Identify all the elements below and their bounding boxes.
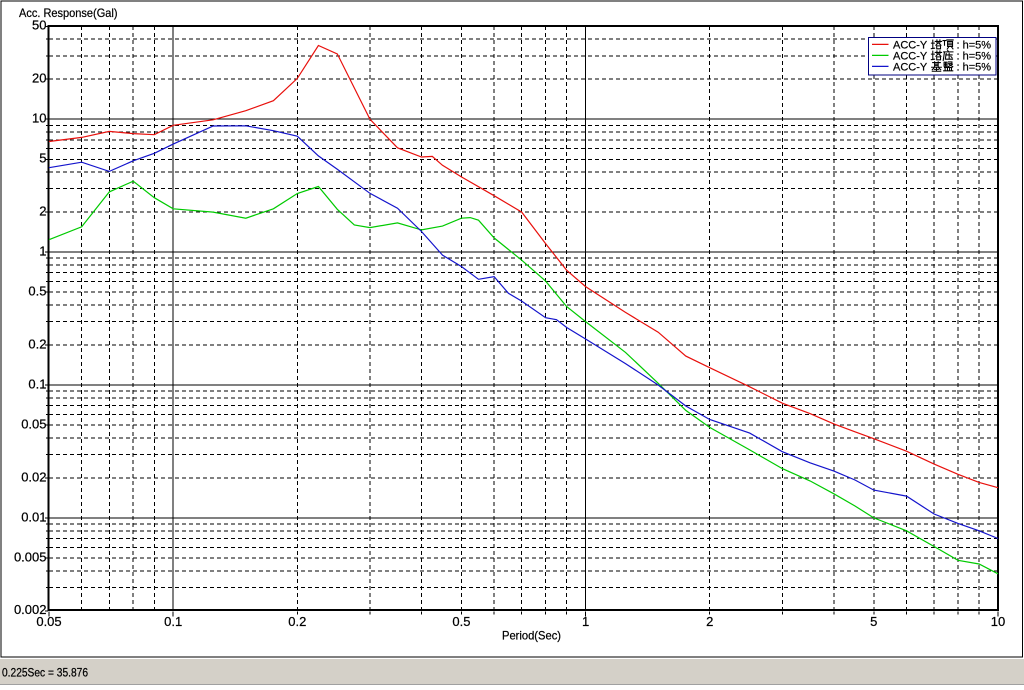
svg-text:0.5: 0.5 [28, 284, 46, 299]
svg-text:0.5: 0.5 [452, 614, 470, 629]
svg-text:0.05: 0.05 [21, 416, 46, 431]
svg-text:1: 1 [39, 244, 46, 259]
svg-text:0.005: 0.005 [14, 549, 47, 564]
svg-text:Acc. Response(Gal): Acc. Response(Gal) [19, 6, 118, 20]
svg-text:: h=5%: : h=5% [957, 61, 992, 73]
svg-text:: h=5%: : h=5% [957, 50, 992, 62]
svg-text:ACC-Y: ACC-Y [893, 39, 928, 51]
svg-text:2: 2 [706, 614, 713, 629]
svg-text:ACC-Y: ACC-Y [893, 50, 928, 62]
svg-text:5: 5 [39, 151, 46, 166]
svg-text:0.02: 0.02 [21, 469, 46, 484]
svg-text:10: 10 [991, 614, 1005, 629]
svg-text:50: 50 [32, 18, 46, 33]
svg-text:0.1: 0.1 [28, 376, 46, 391]
svg-text:10: 10 [32, 111, 46, 126]
svg-text:Period(Sec): Period(Sec) [502, 629, 561, 643]
svg-text:20: 20 [32, 71, 46, 86]
svg-text:2: 2 [39, 204, 46, 219]
svg-text:0.2: 0.2 [288, 614, 306, 629]
svg-text:1: 1 [582, 614, 589, 629]
svg-text:0.225Sec = 35.876: 0.225Sec = 35.876 [2, 668, 88, 680]
svg-text:0.002: 0.002 [14, 602, 47, 617]
svg-text:ACC-Y: ACC-Y [893, 61, 928, 73]
svg-text:: h=5%: : h=5% [957, 39, 992, 51]
svg-text:0.1: 0.1 [164, 614, 182, 629]
svg-text:0.01: 0.01 [21, 509, 46, 524]
svg-text:0.2: 0.2 [28, 336, 46, 351]
svg-text:5: 5 [870, 614, 877, 629]
svg-text:0.05: 0.05 [36, 614, 61, 629]
